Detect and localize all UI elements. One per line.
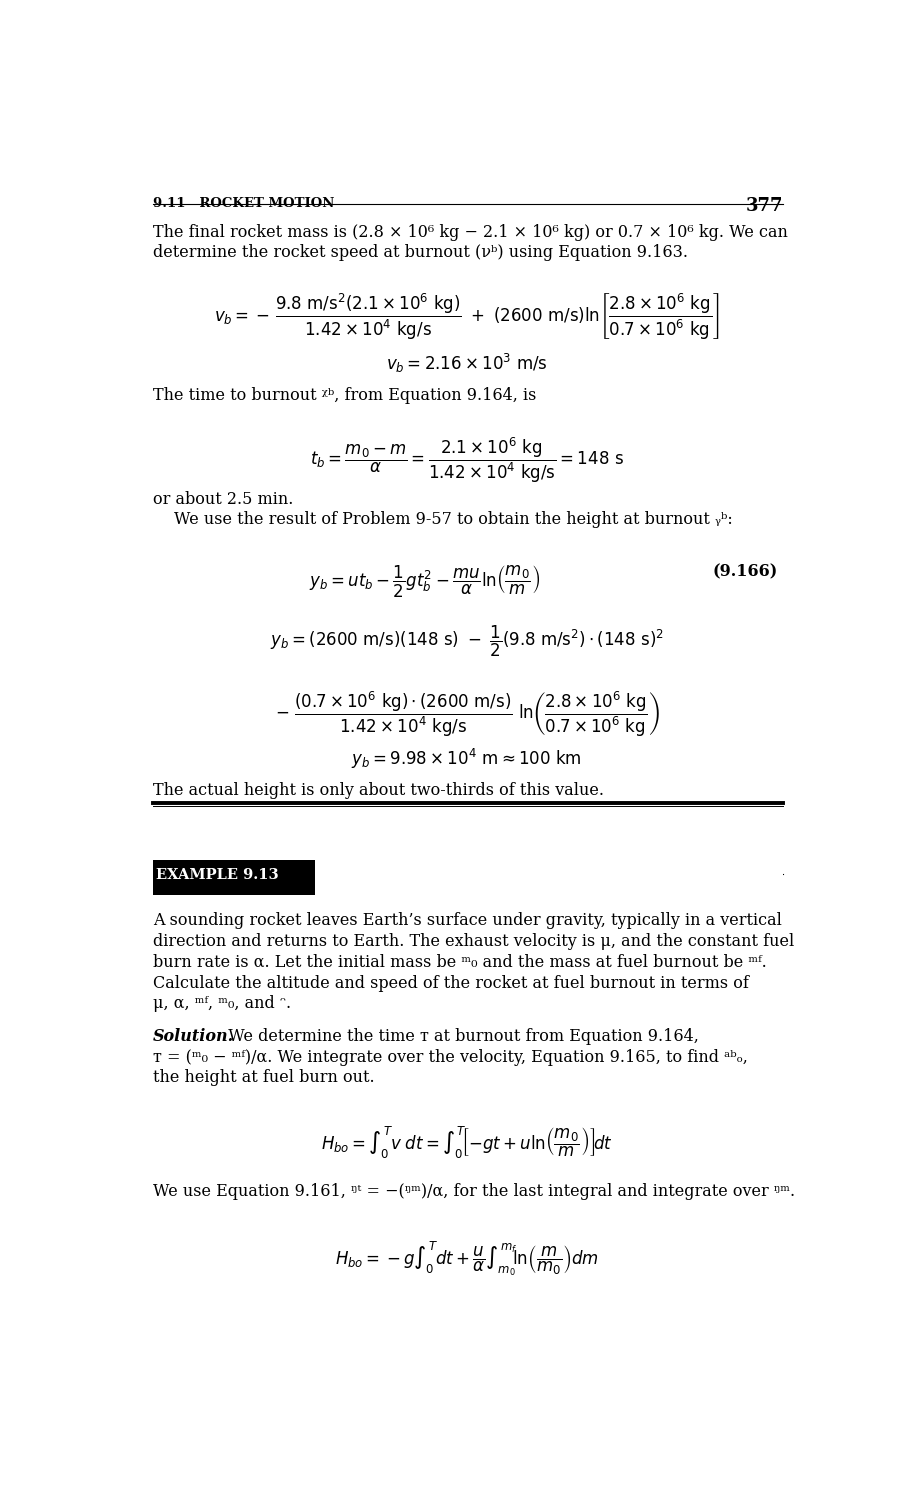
Bar — [153, 861, 783, 895]
Text: burn rate is α. Let the initial mass be ᵐ₀ and the mass at fuel burnout be ᵐᶠ.: burn rate is α. Let the initial mass be … — [153, 954, 766, 970]
Text: EXAMPLE 9.13: EXAMPLE 9.13 — [157, 868, 279, 882]
Text: $y_b = ut_b - \dfrac{1}{2}gt_b^2 - \dfrac{mu}{\alpha}\ln\!\left(\dfrac{m_0}{m}\r: $y_b = ut_b - \dfrac{1}{2}gt_b^2 - \dfra… — [309, 564, 540, 600]
Text: A sounding rocket leaves Earth’s surface under gravity, typically in a vertical: A sounding rocket leaves Earth’s surface… — [153, 912, 782, 930]
Text: μ, α, ᵐᶠ, ᵐ₀, and ᵔ.: μ, α, ᵐᶠ, ᵐ₀, and ᵔ. — [153, 996, 291, 1012]
Text: The time to burnout ᵡᵇ, from Equation 9.164, is: The time to burnout ᵡᵇ, from Equation 9.… — [153, 387, 536, 404]
Text: Calculate the altitude and speed of the rocket at fuel burnout in terms of: Calculate the altitude and speed of the … — [153, 975, 749, 992]
Text: 377: 377 — [746, 198, 783, 216]
Text: the height at fuel burn out.: the height at fuel burn out. — [153, 1070, 374, 1086]
Text: $y_b = (2600\ \mathrm{m/s})(148\ \mathrm{s})\ -\ \dfrac{1}{2}(9.8\ \mathrm{m/s^2: $y_b = (2600\ \mathrm{m/s})(148\ \mathrm… — [270, 624, 664, 658]
Text: We use Equation 9.161, ᵑᵗ = −(ᵑᵐ)/α, for the last integral and integrate over ᵑᵐ: We use Equation 9.161, ᵑᵗ = −(ᵑᵐ)/α, for… — [153, 1182, 794, 1200]
Bar — [315, 861, 783, 895]
Text: determine the rocket speed at burnout (νᵇ) using Equation 9.163.: determine the rocket speed at burnout (ν… — [153, 243, 688, 261]
Text: 9.11   ROCKET MOTION: 9.11 ROCKET MOTION — [153, 198, 334, 210]
Text: We determine the time ᴛ at burnout from Equation 9.164,: We determine the time ᴛ at burnout from … — [219, 1028, 700, 1045]
Text: $y_b = 9.98\times10^4\ \mathrm{m}\approx 100\ \mathrm{km}$: $y_b = 9.98\times10^4\ \mathrm{m}\approx… — [352, 747, 582, 771]
Text: The final rocket mass is (2.8 × 10⁶ kg − 2.1 × 10⁶ kg) or 0.7 × 10⁶ kg. We can: The final rocket mass is (2.8 × 10⁶ kg −… — [153, 224, 788, 242]
Text: The actual height is only about two-thirds of this value.: The actual height is only about two-thir… — [153, 782, 604, 800]
Text: $v_b = 2.16\times10^3\ \mathrm{m/s}$: $v_b = 2.16\times10^3\ \mathrm{m/s}$ — [386, 352, 548, 375]
Text: We use the result of Problem 9-57 to obtain the height at burnout ᵧᵇ:: We use the result of Problem 9-57 to obt… — [174, 512, 732, 528]
Text: or about 2.5 min.: or about 2.5 min. — [153, 490, 293, 507]
Text: $H_{bo} = \int_0^T v\;dt = \int_0^T\!\left[-gt + u\ln\!\left(\dfrac{m_0}{m}\righ: $H_{bo} = \int_0^T v\;dt = \int_0^T\!\le… — [321, 1125, 613, 1161]
Text: $-\ \dfrac{(0.7\times10^6\ \mathrm{kg})\cdot(2600\ \mathrm{m/s})}{1.42\times10^4: $-\ \dfrac{(0.7\times10^6\ \mathrm{kg})\… — [274, 690, 660, 740]
Text: (9.166): (9.166) — [712, 564, 777, 580]
Text: $v_b = -\,\dfrac{9.8\ \mathrm{m/s^2}(2.1\times10^6\ \mathrm{kg})}{1.42\times10^4: $v_b = -\,\dfrac{9.8\ \mathrm{m/s^2}(2.1… — [214, 292, 720, 342]
Text: ᴛ = (ᵐ₀ − ᵐᶠ)/α. We integrate over the velocity, Equation 9.165, to find ᵃᵇₒ,: ᴛ = (ᵐ₀ − ᵐᶠ)/α. We integrate over the v… — [153, 1048, 748, 1065]
Text: direction and returns to Earth. The exhaust velocity is μ, and the constant fuel: direction and returns to Earth. The exha… — [153, 933, 794, 950]
Text: $t_b = \dfrac{m_0 - m}{\alpha} = \dfrac{2.1\times10^6\ \mathrm{kg}}{1.42\times10: $t_b = \dfrac{m_0 - m}{\alpha} = \dfrac{… — [310, 435, 624, 484]
Text: $H_{bo} = -g\int_0^T dt + \dfrac{u}{\alpha}\int_{m_0}^{m_f}\!\ln\!\left(\dfrac{m: $H_{bo} = -g\int_0^T dt + \dfrac{u}{\alp… — [335, 1240, 599, 1278]
Text: Solution.: Solution. — [153, 1028, 234, 1045]
